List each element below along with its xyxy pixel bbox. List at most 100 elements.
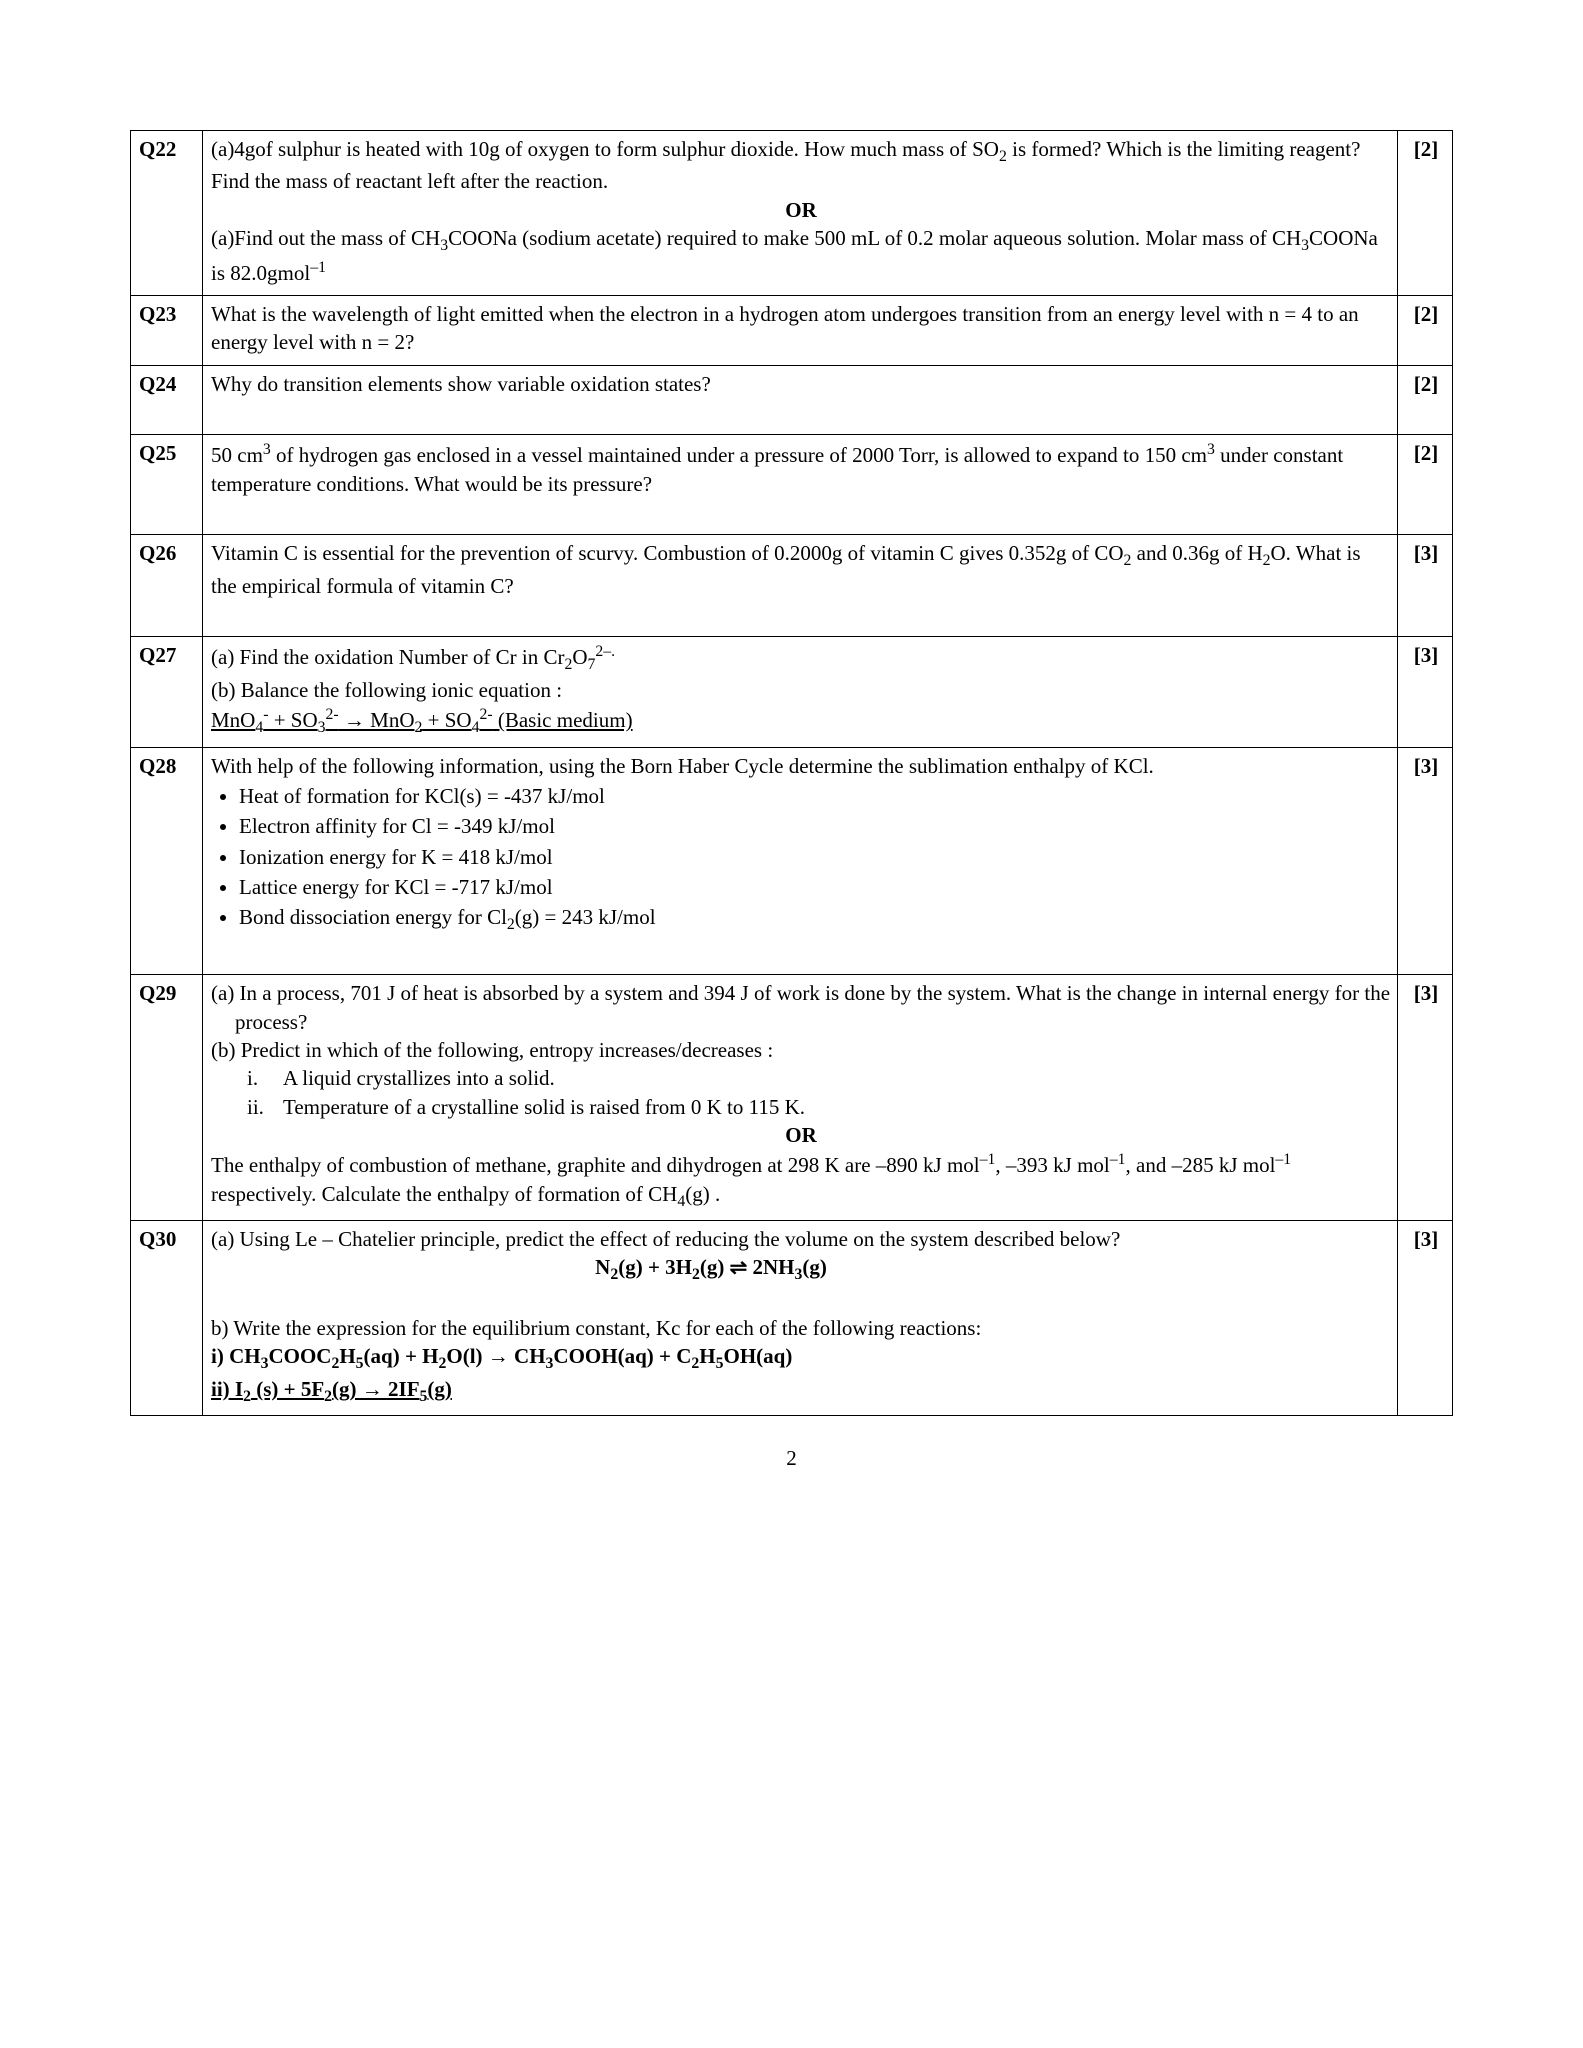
- superscript: 2-: [326, 706, 339, 723]
- text: Why do transition elements show variable…: [211, 372, 711, 396]
- text: (g): [802, 1255, 827, 1279]
- marks-cell: [3]: [1398, 975, 1453, 1221]
- question-text: Why do transition elements show variable…: [203, 365, 1398, 435]
- table-row: Q27 (a) Find the oxidation Number of Cr …: [131, 637, 1453, 747]
- superscript: –1: [310, 259, 326, 276]
- text: The enthalpy of combustion of methane, g…: [211, 1153, 980, 1177]
- question-table: Q22 (a)4gof sulphur is heated with 10g o…: [130, 130, 1453, 1416]
- table-row: Q29 (a) In a process, 701 J of heat is a…: [131, 975, 1453, 1221]
- list-item: Lattice energy for KCl = -717 kJ/mol: [239, 873, 1391, 901]
- question-number: Q22: [131, 131, 203, 296]
- text: (a)4gof sulphur is heated with 10g of ox…: [211, 137, 999, 161]
- text: Vitamin C is essential for the preventio…: [211, 541, 1124, 565]
- bullet-list: Heat of formation for KCl(s) = -437 kJ/m…: [239, 782, 1391, 936]
- text: (aq) + H: [364, 1344, 439, 1368]
- text: i) CH: [211, 1344, 261, 1368]
- text: A liquid crystallizes into a solid.: [283, 1066, 555, 1090]
- list-item: Electron affinity for Cl = -349 kJ/mol: [239, 812, 1391, 840]
- text: Bond dissociation energy for Cl: [239, 905, 507, 929]
- marks-cell: [3]: [1398, 1221, 1453, 1416]
- or-divider: OR: [211, 196, 1391, 224]
- text: O(l) → CH: [446, 1344, 545, 1368]
- question-text: (a)4gof sulphur is heated with 10g of ox…: [203, 131, 1398, 296]
- question-text: Vitamin C is essential for the preventio…: [203, 535, 1398, 637]
- text: 50 cm: [211, 443, 263, 467]
- text: MnO: [211, 708, 255, 732]
- question-number: Q25: [131, 435, 203, 535]
- text: and 0.36g of H: [1131, 541, 1262, 565]
- superscript: 3: [263, 441, 271, 458]
- text: → MnO: [339, 708, 415, 732]
- text: (g) ⇌ 2NH: [700, 1255, 795, 1279]
- superscript: 2–.: [595, 643, 615, 660]
- text: COOC: [268, 1344, 331, 1368]
- text: (a)Find out the mass of CH: [211, 226, 440, 250]
- marks-cell: [2]: [1398, 435, 1453, 535]
- superscript: 3: [1207, 441, 1215, 458]
- equation: i) CH3COOC2H5(aq) + H2O(l) → CH3COOH(aq)…: [211, 1344, 792, 1368]
- roman-marker: ii.: [247, 1093, 283, 1121]
- text: COONa (sodium acetate) required to make …: [448, 226, 1301, 250]
- text: b) Write the expression for the equilibr…: [211, 1316, 981, 1340]
- text: With help of the following information, …: [211, 754, 1154, 778]
- subscript: 3: [1301, 237, 1309, 254]
- superscript: –1: [1275, 1151, 1291, 1168]
- subscript: 2: [999, 148, 1007, 165]
- text: , and –285 kJ mol: [1126, 1153, 1276, 1177]
- text: respectively. Calculate the enthalpy of …: [211, 1182, 677, 1206]
- question-text: (a) In a process, 701 J of heat is absor…: [203, 975, 1398, 1221]
- text: (g): [427, 1377, 452, 1401]
- text: (Basic medium): [493, 708, 633, 732]
- text: H: [339, 1344, 355, 1368]
- question-number: Q30: [131, 1221, 203, 1416]
- question-number: Q23: [131, 295, 203, 365]
- list-item: Ionization energy for K = 418 kJ/mol: [239, 843, 1391, 871]
- table-row: Q23 What is the wavelength of light emit…: [131, 295, 1453, 365]
- question-number: Q27: [131, 637, 203, 747]
- superscript: –1: [980, 1151, 996, 1168]
- text: (b) Balance the following ionic equation…: [211, 678, 562, 702]
- marks-cell: [2]: [1398, 131, 1453, 296]
- list-item: Heat of formation for KCl(s) = -437 kJ/m…: [239, 782, 1391, 810]
- page-number: 2: [130, 1446, 1453, 1471]
- equation: ii) I2 (s) + 5F2(g) → 2IF5(g): [211, 1377, 452, 1401]
- text: (a) In a process, 701 J of heat is absor…: [211, 979, 1391, 1036]
- subscript: 2: [1263, 553, 1271, 570]
- question-number: Q29: [131, 975, 203, 1221]
- marks-cell: [2]: [1398, 295, 1453, 365]
- question-number: Q24: [131, 365, 203, 435]
- marks-cell: [2]: [1398, 365, 1453, 435]
- table-row: Q30 (a) Using Le – Chatelier principle, …: [131, 1221, 1453, 1416]
- subscript: 2: [692, 1267, 700, 1284]
- question-number: Q26: [131, 535, 203, 637]
- equation: N2(g) + 3H2(g) ⇌ 2NH3(g): [31, 1253, 1391, 1285]
- text: , –393 kJ mol: [995, 1153, 1109, 1177]
- marks-cell: [3]: [1398, 535, 1453, 637]
- page: Q22 (a)4gof sulphur is heated with 10g o…: [0, 0, 1583, 1531]
- table-row: Q28 With help of the following informati…: [131, 747, 1453, 975]
- question-number: Q28: [131, 747, 203, 975]
- text: O: [572, 645, 587, 669]
- roman-marker: i.: [247, 1064, 283, 1092]
- subscript: 3: [440, 237, 448, 254]
- text: N: [595, 1255, 610, 1279]
- table-row: Q24 Why do transition elements show vari…: [131, 365, 1453, 435]
- text: + SO: [422, 708, 471, 732]
- text: COOH(aq) + C: [553, 1344, 691, 1368]
- question-text: With help of the following information, …: [203, 747, 1398, 975]
- question-text: (a) Using Le – Chatelier principle, pred…: [203, 1221, 1398, 1416]
- table-row: Q25 50 cm3 of hydrogen gas enclosed in a…: [131, 435, 1453, 535]
- text: H: [699, 1344, 715, 1368]
- text: (g) → 2IF: [332, 1377, 420, 1401]
- question-text: (a) Find the oxidation Number of Cr in C…: [203, 637, 1398, 747]
- text: (g) = 243 kJ/mol: [515, 905, 656, 929]
- text: + SO: [268, 708, 317, 732]
- text: (a) Find the oxidation Number of Cr in C…: [211, 645, 564, 669]
- marks-cell: [3]: [1398, 747, 1453, 975]
- text: (b) Predict in which of the following, e…: [211, 1036, 1391, 1064]
- superscript: 2-: [479, 706, 492, 723]
- text: (g) + 3H: [618, 1255, 692, 1279]
- question-text: 50 cm3 of hydrogen gas enclosed in a ves…: [203, 435, 1398, 535]
- list-item: Bond dissociation energy for Cl2(g) = 24…: [239, 903, 1391, 935]
- subscript: 3: [318, 719, 326, 736]
